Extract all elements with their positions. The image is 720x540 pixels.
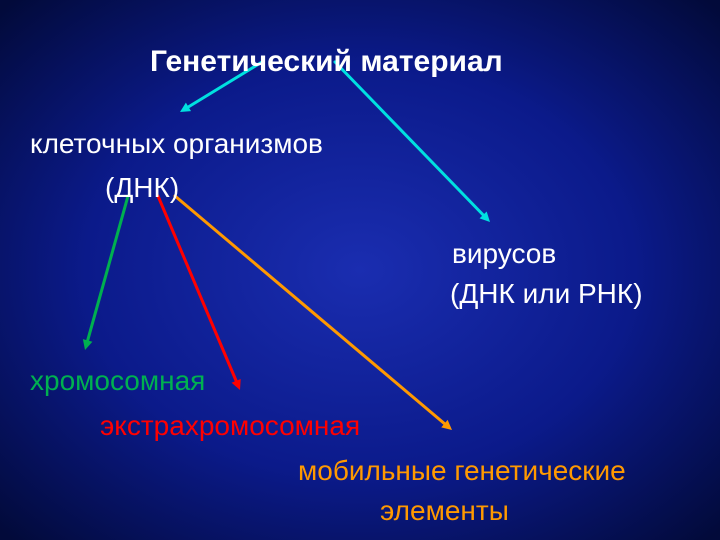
chromosomal-text: хромосомная (30, 365, 205, 397)
slide: Генетический материал клеточных организм… (0, 0, 720, 540)
mobile-line2-text: элементы (380, 495, 509, 527)
viruses-text: вирусов (452, 238, 556, 270)
mobile-line1-text: мобильные генетические (298, 455, 626, 487)
extrachromosomal-text: экстрахромосомная (100, 410, 360, 442)
title-text: Генетический материал (150, 45, 503, 79)
cellular-text: клеточных организмов (30, 128, 323, 160)
dna-or-rna-text: (ДНК или РНК) (450, 278, 643, 310)
dna-text: (ДНК) (105, 172, 179, 204)
